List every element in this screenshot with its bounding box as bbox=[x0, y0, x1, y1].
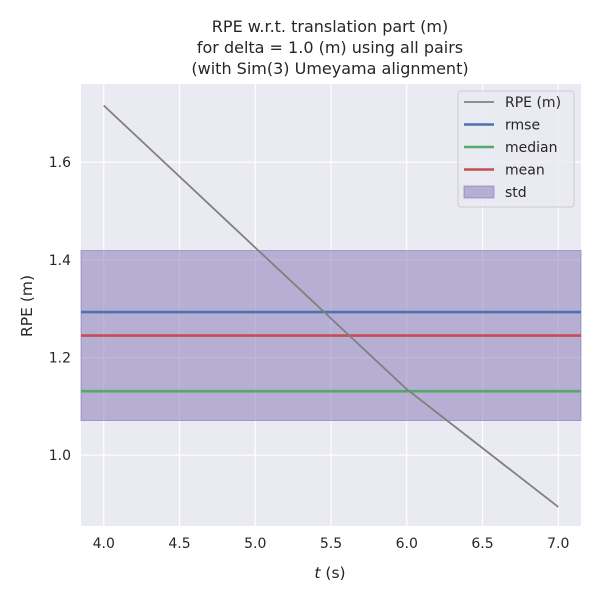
legend-label: mean bbox=[505, 163, 545, 179]
x-tick-label: 6.0 bbox=[396, 536, 418, 552]
x-axis-label: t (s) bbox=[314, 564, 345, 582]
legend-label: rmse bbox=[505, 118, 540, 134]
stat-lines-group bbox=[81, 310, 581, 393]
y-tick-labels: 1.0 1.2 1.4 1.6 bbox=[49, 155, 71, 464]
legend-swatch-std bbox=[463, 185, 495, 199]
chart-title-line-2: for delta = 1.0 (m) using all pairs bbox=[197, 38, 463, 57]
y-tick-label: 1.6 bbox=[49, 155, 71, 171]
legend-label: median bbox=[505, 140, 557, 156]
x-tick-labels: 4.0 4.5 5.0 5.5 6.0 6.5 7.0 bbox=[93, 536, 570, 552]
series-group bbox=[103, 104, 559, 508]
y-axis-label: RPE (m) bbox=[18, 275, 36, 337]
legend: RPE (m) rmse median mean std bbox=[457, 90, 575, 208]
x-tick-label: 4.0 bbox=[93, 536, 115, 552]
x-axis-label-unit: (s) bbox=[320, 564, 345, 582]
x-axis-label-var: t bbox=[314, 564, 321, 582]
legend-box bbox=[457, 90, 575, 208]
legend-label: std bbox=[505, 185, 527, 201]
x-tick-label: 7.0 bbox=[547, 536, 569, 552]
x-tick-label: 5.0 bbox=[244, 536, 266, 552]
y-tick-label: 1.0 bbox=[49, 448, 71, 464]
x-tick-label: 5.5 bbox=[320, 536, 342, 552]
x-tick-label: 4.5 bbox=[168, 536, 190, 552]
chart-title-line-1: RPE w.r.t. translation part (m) bbox=[212, 17, 448, 36]
rpe-series-line bbox=[103, 104, 559, 508]
x-tick-label: 6.5 bbox=[471, 536, 493, 552]
y-tick-label: 1.2 bbox=[49, 351, 71, 367]
legend-label: RPE (m) bbox=[505, 95, 561, 111]
y-tick-label: 1.4 bbox=[49, 253, 71, 269]
chart-title-line-3: (with Sim(3) Umeyama alignment) bbox=[191, 59, 468, 78]
